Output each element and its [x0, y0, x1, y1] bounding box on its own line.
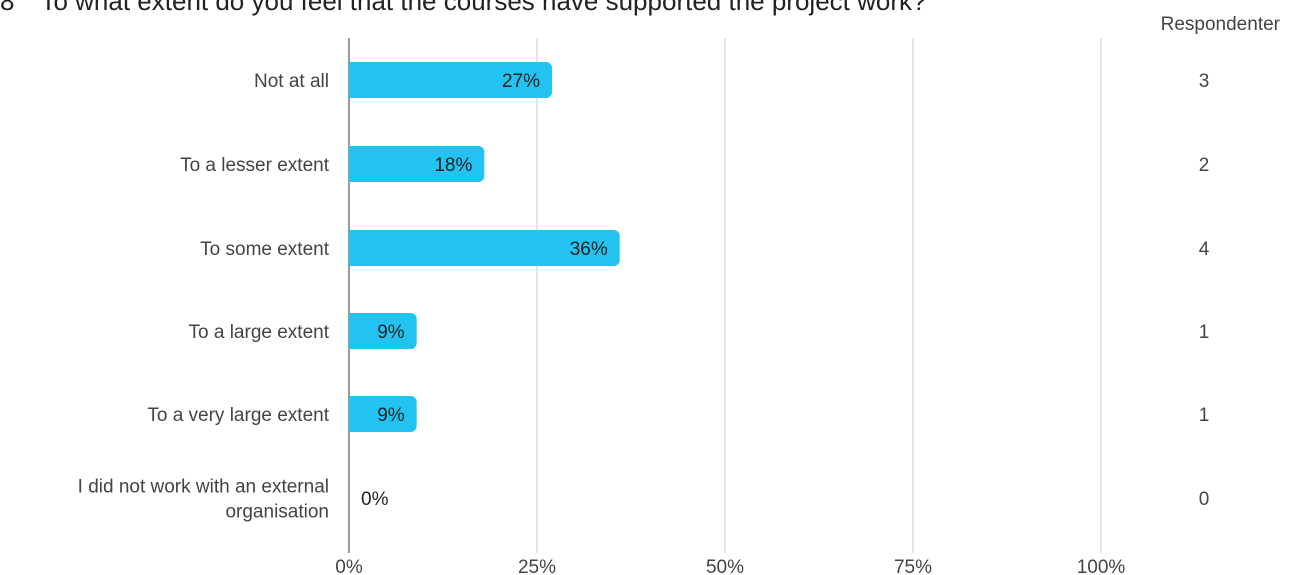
category-label: organisation	[225, 502, 329, 523]
question-title: 8 To what extent do you feel that the cou…	[0, 0, 926, 17]
respondent-count: 3	[1199, 71, 1210, 92]
respondent-count: 4	[1199, 239, 1210, 260]
question-text: To what extent do you feel that the cour…	[40, 0, 927, 16]
category-label: To a large extent	[189, 322, 330, 343]
bar	[349, 62, 553, 98]
bar-value-label: 36%	[570, 239, 608, 260]
category-label: To a very large extent	[147, 405, 329, 426]
respondent-count: 1	[1199, 405, 1210, 426]
bar-base	[349, 146, 357, 182]
bar-value-label: 0%	[361, 489, 389, 510]
bar-value-label: 9%	[377, 322, 405, 343]
respondent-count: 0	[1199, 489, 1210, 510]
x-tick-label: 50%	[706, 557, 744, 575]
bar-base	[349, 313, 357, 349]
x-tick-label: 75%	[894, 557, 932, 575]
bar-value-label: 9%	[377, 405, 405, 426]
respondent-count: 2	[1199, 155, 1210, 176]
question-number: 8	[0, 0, 15, 16]
x-tick-label: 100%	[1077, 557, 1126, 575]
bar-value-label: 27%	[502, 71, 540, 92]
category-label: I did not work with an external	[78, 477, 329, 498]
bar-base	[349, 396, 357, 432]
respondent-count: 1	[1199, 322, 1210, 343]
x-tick-label: 25%	[518, 557, 556, 575]
bar-base	[349, 230, 357, 266]
bar	[349, 313, 417, 349]
x-tick-label: 0%	[335, 557, 363, 575]
bar	[349, 230, 620, 266]
respondents-header: Respondenter	[1160, 14, 1280, 35]
category-label: Not at all	[254, 71, 329, 92]
category-label: To some extent	[200, 239, 330, 260]
bar-value-label: 18%	[434, 155, 472, 176]
bar	[349, 396, 417, 432]
bar-base	[349, 62, 357, 98]
category-label: To a lesser extent	[180, 155, 330, 176]
bar	[349, 146, 485, 182]
